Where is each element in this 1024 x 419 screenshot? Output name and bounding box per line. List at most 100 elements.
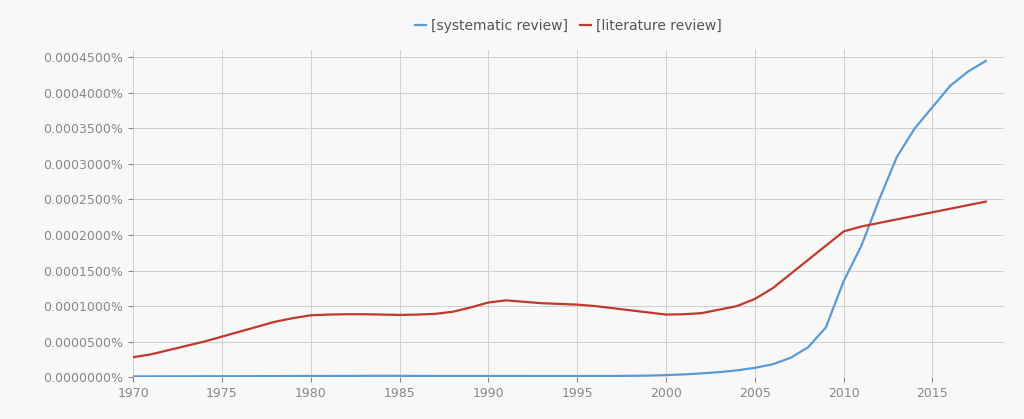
[systematic review]	[412, 373, 424, 378]
[systematic review]	[376, 373, 388, 378]
[literature review]	[518, 299, 530, 304]
[systematic review]	[340, 373, 352, 378]
[systematic review]	[625, 373, 637, 378]
[systematic review]	[287, 373, 299, 378]
[literature review]	[838, 229, 850, 234]
[systematic review]	[642, 373, 654, 378]
[literature review]	[820, 243, 833, 248]
[literature review]	[393, 313, 406, 318]
[literature review]	[163, 348, 175, 353]
[systematic review]	[323, 373, 335, 378]
[systematic review]	[731, 368, 743, 373]
[systematic review]	[358, 373, 371, 378]
[literature review]	[678, 312, 690, 317]
[systematic review]	[891, 154, 903, 159]
[systematic review]	[465, 373, 477, 378]
[literature review]	[944, 206, 956, 211]
[literature review]	[500, 298, 512, 303]
[literature review]	[287, 316, 299, 321]
[literature review]	[571, 302, 584, 307]
[literature review]	[446, 309, 459, 314]
[systematic review]	[838, 279, 850, 284]
[systematic review]	[784, 355, 797, 360]
[systematic review]	[536, 373, 548, 378]
[systematic review]	[269, 374, 282, 379]
[literature review]	[323, 312, 335, 317]
[systematic review]	[518, 373, 530, 378]
[literature review]	[376, 312, 388, 317]
[literature review]	[465, 305, 477, 310]
[systematic review]	[429, 373, 441, 378]
[literature review]	[713, 307, 725, 312]
[literature review]	[908, 213, 921, 218]
[systematic review]	[304, 373, 316, 378]
[systematic review]	[589, 373, 601, 378]
[literature review]	[659, 312, 672, 317]
[systematic review]	[749, 365, 761, 370]
Line: [systematic review]: [systematic review]	[133, 61, 986, 376]
[literature review]	[251, 324, 263, 329]
[systematic review]	[678, 372, 690, 377]
[systematic review]	[163, 374, 175, 379]
[literature review]	[927, 210, 939, 215]
[literature review]	[144, 352, 157, 357]
[systematic review]	[944, 83, 956, 88]
[systematic review]	[695, 371, 708, 376]
[literature review]	[695, 310, 708, 316]
[literature review]	[412, 312, 424, 317]
[systematic review]	[713, 370, 725, 375]
[literature review]	[589, 303, 601, 308]
[literature review]	[855, 224, 867, 229]
[literature review]	[980, 199, 992, 204]
[literature review]	[731, 303, 743, 308]
[literature review]	[642, 310, 654, 315]
[literature review]	[127, 355, 139, 360]
[literature review]	[233, 329, 246, 334]
[literature review]	[784, 272, 797, 277]
[systematic review]	[571, 373, 584, 378]
[systematic review]	[127, 374, 139, 379]
[literature review]	[269, 319, 282, 324]
[systematic review]	[251, 374, 263, 379]
[literature review]	[429, 311, 441, 316]
[literature review]	[553, 301, 565, 306]
[systematic review]	[198, 374, 210, 379]
[systematic review]	[482, 373, 495, 378]
[systematic review]	[606, 373, 618, 378]
[systematic review]	[802, 345, 814, 350]
Legend: [systematic review], [literature review]: [systematic review], [literature review]	[411, 15, 726, 37]
[systematic review]	[233, 374, 246, 379]
[systematic review]	[980, 58, 992, 63]
[systematic review]	[393, 373, 406, 378]
[systematic review]	[446, 373, 459, 378]
[literature review]	[358, 312, 371, 317]
[literature review]	[198, 339, 210, 344]
[literature review]	[891, 217, 903, 222]
[literature review]	[749, 296, 761, 301]
[systematic review]	[855, 243, 867, 248]
[systematic review]	[144, 374, 157, 379]
[literature review]	[482, 300, 495, 305]
[literature review]	[536, 301, 548, 306]
[literature review]	[766, 286, 778, 291]
[systematic review]	[873, 197, 886, 202]
[systematic review]	[659, 372, 672, 378]
[literature review]	[180, 343, 193, 348]
[literature review]	[873, 220, 886, 225]
[literature review]	[216, 334, 228, 339]
[systematic review]	[908, 126, 921, 131]
[literature review]	[340, 312, 352, 317]
[literature review]	[962, 203, 974, 208]
[literature review]	[625, 308, 637, 313]
[systematic review]	[553, 374, 565, 379]
Line: [literature review]: [literature review]	[133, 202, 986, 357]
[literature review]	[802, 257, 814, 262]
[literature review]	[304, 313, 316, 318]
[systematic review]	[766, 362, 778, 367]
[systematic review]	[927, 105, 939, 110]
[literature review]	[606, 306, 618, 311]
[systematic review]	[500, 373, 512, 378]
[systematic review]	[180, 374, 193, 379]
[systematic review]	[216, 374, 228, 379]
[systematic review]	[820, 325, 833, 330]
